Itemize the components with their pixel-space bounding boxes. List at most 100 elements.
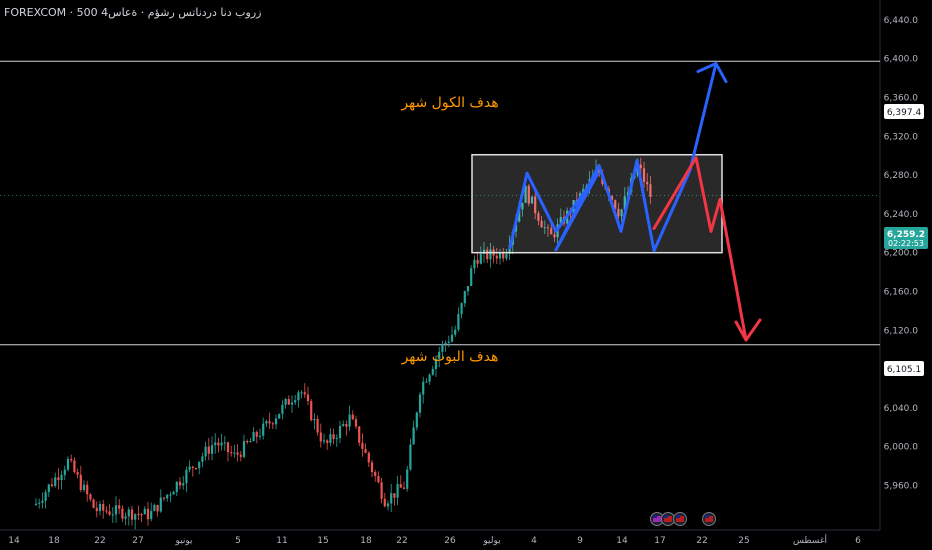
candle-body bbox=[262, 423, 265, 436]
candle-body bbox=[127, 509, 130, 517]
candle-body bbox=[546, 227, 550, 229]
flag-stripes bbox=[664, 516, 672, 522]
candle-body bbox=[54, 477, 57, 487]
candle-body bbox=[553, 234, 556, 238]
price-tick-label: 6,400.0 bbox=[884, 55, 919, 65]
candle-body bbox=[534, 196, 537, 214]
candle-body bbox=[178, 481, 182, 486]
event-icon bbox=[650, 512, 664, 526]
candle-body bbox=[249, 441, 252, 443]
candle-body bbox=[559, 217, 562, 225]
candle-body bbox=[255, 432, 258, 437]
call-target-label: هدف الكول شهر bbox=[400, 95, 498, 111]
symbol-name[interactable]: FOREXCOM bbox=[4, 6, 67, 19]
candle-body bbox=[86, 484, 89, 495]
candle-body bbox=[444, 342, 447, 345]
candle-body bbox=[623, 196, 626, 210]
candle-body bbox=[73, 460, 76, 473]
time-tick-label: 14 bbox=[616, 536, 628, 546]
candle-body bbox=[60, 474, 63, 481]
time-tick-label: أغسطس bbox=[793, 534, 827, 546]
time-tick-label: 11 bbox=[276, 536, 287, 546]
candle-body bbox=[495, 255, 498, 259]
candle-body bbox=[210, 445, 214, 454]
candle-body bbox=[540, 220, 543, 228]
time-tick-label: 22 bbox=[94, 536, 105, 546]
candle-body bbox=[223, 442, 226, 444]
candle-body bbox=[377, 476, 380, 483]
price-tick-label: 6,200.0 bbox=[884, 249, 919, 259]
candle-body bbox=[70, 458, 73, 461]
flag-canton bbox=[664, 515, 668, 518]
candle-body bbox=[108, 511, 111, 515]
candle-body bbox=[620, 209, 623, 217]
time-tick-label: 18 bbox=[48, 536, 60, 546]
candle-body bbox=[409, 444, 412, 470]
candle-body bbox=[294, 400, 297, 403]
candle-body bbox=[473, 259, 476, 269]
price-tick-label: 6,240.0 bbox=[884, 210, 919, 220]
arrows-layer bbox=[508, 62, 762, 342]
price-tick-label: 6,120.0 bbox=[884, 326, 919, 336]
candle-body bbox=[310, 401, 313, 421]
candle-body bbox=[396, 484, 399, 498]
price-tick-label: 6,040.0 bbox=[884, 404, 919, 414]
candle-body bbox=[361, 442, 364, 449]
candle-body bbox=[191, 466, 194, 468]
candle-body bbox=[287, 399, 290, 405]
candle-body bbox=[284, 399, 287, 405]
last-price-text: 6,259.2 bbox=[887, 230, 925, 240]
candle-body bbox=[639, 164, 642, 169]
candle-body bbox=[172, 492, 175, 495]
time-axis[interactable]: 14 18 22 27 يونيو 5 11 15 18 22 26 يوليو 4 9 14 17 22 25 أ… bbox=[0, 529, 880, 546]
call-arrow-head bbox=[696, 62, 728, 84]
levels-layer bbox=[0, 60, 880, 346]
candle-body bbox=[290, 402, 294, 405]
candle-body bbox=[169, 494, 172, 496]
time-tick-label: 4 bbox=[531, 536, 537, 546]
put-path-line bbox=[652, 156, 748, 342]
candle-body bbox=[146, 508, 150, 520]
time-tick-label: 25 bbox=[738, 536, 749, 546]
time-tick-label: 6 bbox=[855, 536, 861, 546]
candle-body bbox=[98, 504, 102, 512]
price-tick-label: 6,320.0 bbox=[884, 132, 919, 142]
price-tick-label: 6,360.0 bbox=[884, 94, 919, 104]
candle-body bbox=[489, 249, 492, 260]
candle-body bbox=[252, 432, 255, 442]
candle-body bbox=[380, 482, 383, 499]
candle-body bbox=[431, 368, 434, 375]
candle-body bbox=[370, 462, 374, 473]
candle-body bbox=[57, 477, 60, 481]
candle-body bbox=[329, 434, 332, 443]
time-tick-label: 14 bbox=[8, 536, 20, 546]
last-price-tag: 6,259.2 02:22:53 bbox=[884, 227, 928, 249]
price-tick-label: 5,960.0 bbox=[884, 482, 919, 492]
time-tick-label: 22 bbox=[696, 536, 707, 546]
flag-stripes bbox=[705, 516, 713, 522]
candle-body bbox=[479, 253, 482, 264]
candle-body bbox=[124, 516, 127, 519]
time-tick-label: 9 bbox=[577, 536, 583, 546]
candle-body bbox=[95, 507, 98, 512]
candle-body bbox=[482, 249, 486, 254]
candle-body bbox=[521, 202, 524, 210]
candle-body bbox=[383, 498, 386, 507]
candle-body bbox=[527, 185, 530, 204]
candle-body bbox=[63, 469, 66, 475]
candle-body bbox=[150, 511, 153, 520]
time-tick-label: 18 bbox=[360, 536, 372, 546]
candle-body bbox=[114, 505, 118, 515]
candle-body bbox=[153, 504, 156, 512]
candle-body bbox=[233, 452, 236, 454]
time-tick-label: 22 bbox=[396, 536, 407, 546]
time-tick-label: 17 bbox=[654, 536, 665, 546]
us-flag-icon bbox=[661, 512, 675, 526]
candle-body bbox=[214, 442, 217, 446]
candle-body bbox=[278, 413, 281, 419]
candle-body bbox=[137, 514, 140, 516]
candle-body bbox=[134, 514, 137, 520]
upper-level-tag: 6,397.4 bbox=[884, 104, 924, 119]
candle-body bbox=[524, 185, 527, 203]
